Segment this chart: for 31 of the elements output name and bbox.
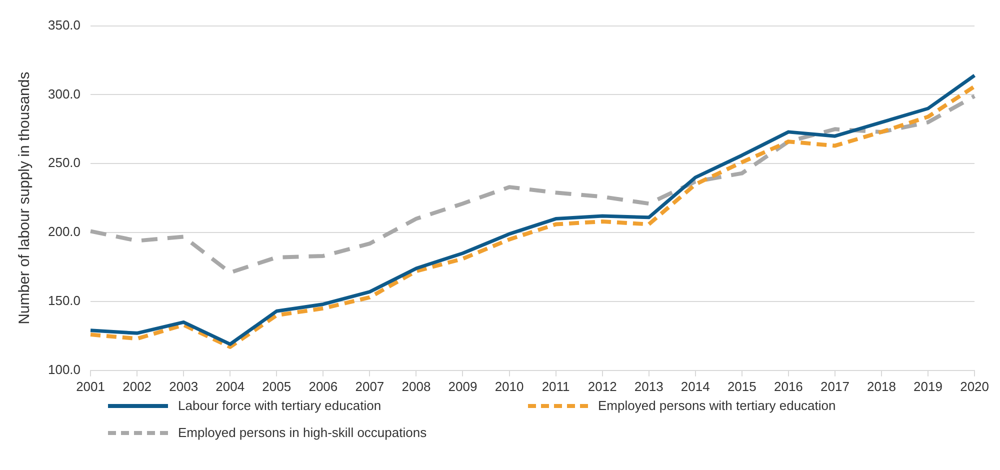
x-tick-label: 2009 (448, 378, 478, 394)
x-tick-label: 2012 (588, 378, 617, 394)
x-tick-label: 2014 (680, 378, 710, 394)
x-tick-label: 2015 (727, 378, 756, 394)
x-tick-label: 2005 (262, 378, 292, 394)
x-tick-label: 2017 (820, 378, 850, 394)
x-tick-label: 2002 (122, 378, 152, 394)
x-tick-label: 2008 (402, 378, 431, 394)
y-tick-label: 250.0 (48, 155, 81, 170)
x-tick-label: 2007 (355, 378, 384, 394)
legend-label: Labour force with tertiary education (178, 398, 382, 413)
x-tick-label: 2004 (216, 378, 245, 394)
y-axis-title: Number of labour supply in thousands (16, 72, 34, 324)
y-tick-label: 200.0 (48, 224, 81, 240)
x-tick-label: 2019 (914, 378, 942, 394)
y-tick-label: 100.0 (48, 362, 81, 377)
x-tick-label: 2018 (867, 378, 896, 394)
y-tick-label: 150.0 (48, 293, 81, 308)
x-tick-label: 2010 (494, 378, 524, 394)
line-series (88, 94, 977, 275)
y-tick-label: 300.0 (48, 86, 81, 102)
x-tick-label: 2006 (308, 378, 338, 394)
x-tick-label: 2013 (634, 378, 664, 394)
x-tick-label: 2011 (542, 378, 570, 394)
x-tick-label: 2016 (774, 378, 803, 394)
legend-label: Employed persons in high-skill occupations (178, 425, 427, 440)
x-tick-label: 2020 (960, 378, 989, 394)
x-tick-label: 2001 (76, 378, 105, 394)
x-tick-label: 2003 (169, 378, 198, 394)
legend-label: Employed persons with tertiary education (598, 398, 836, 413)
y-tick-label: 350.0 (48, 17, 81, 32)
